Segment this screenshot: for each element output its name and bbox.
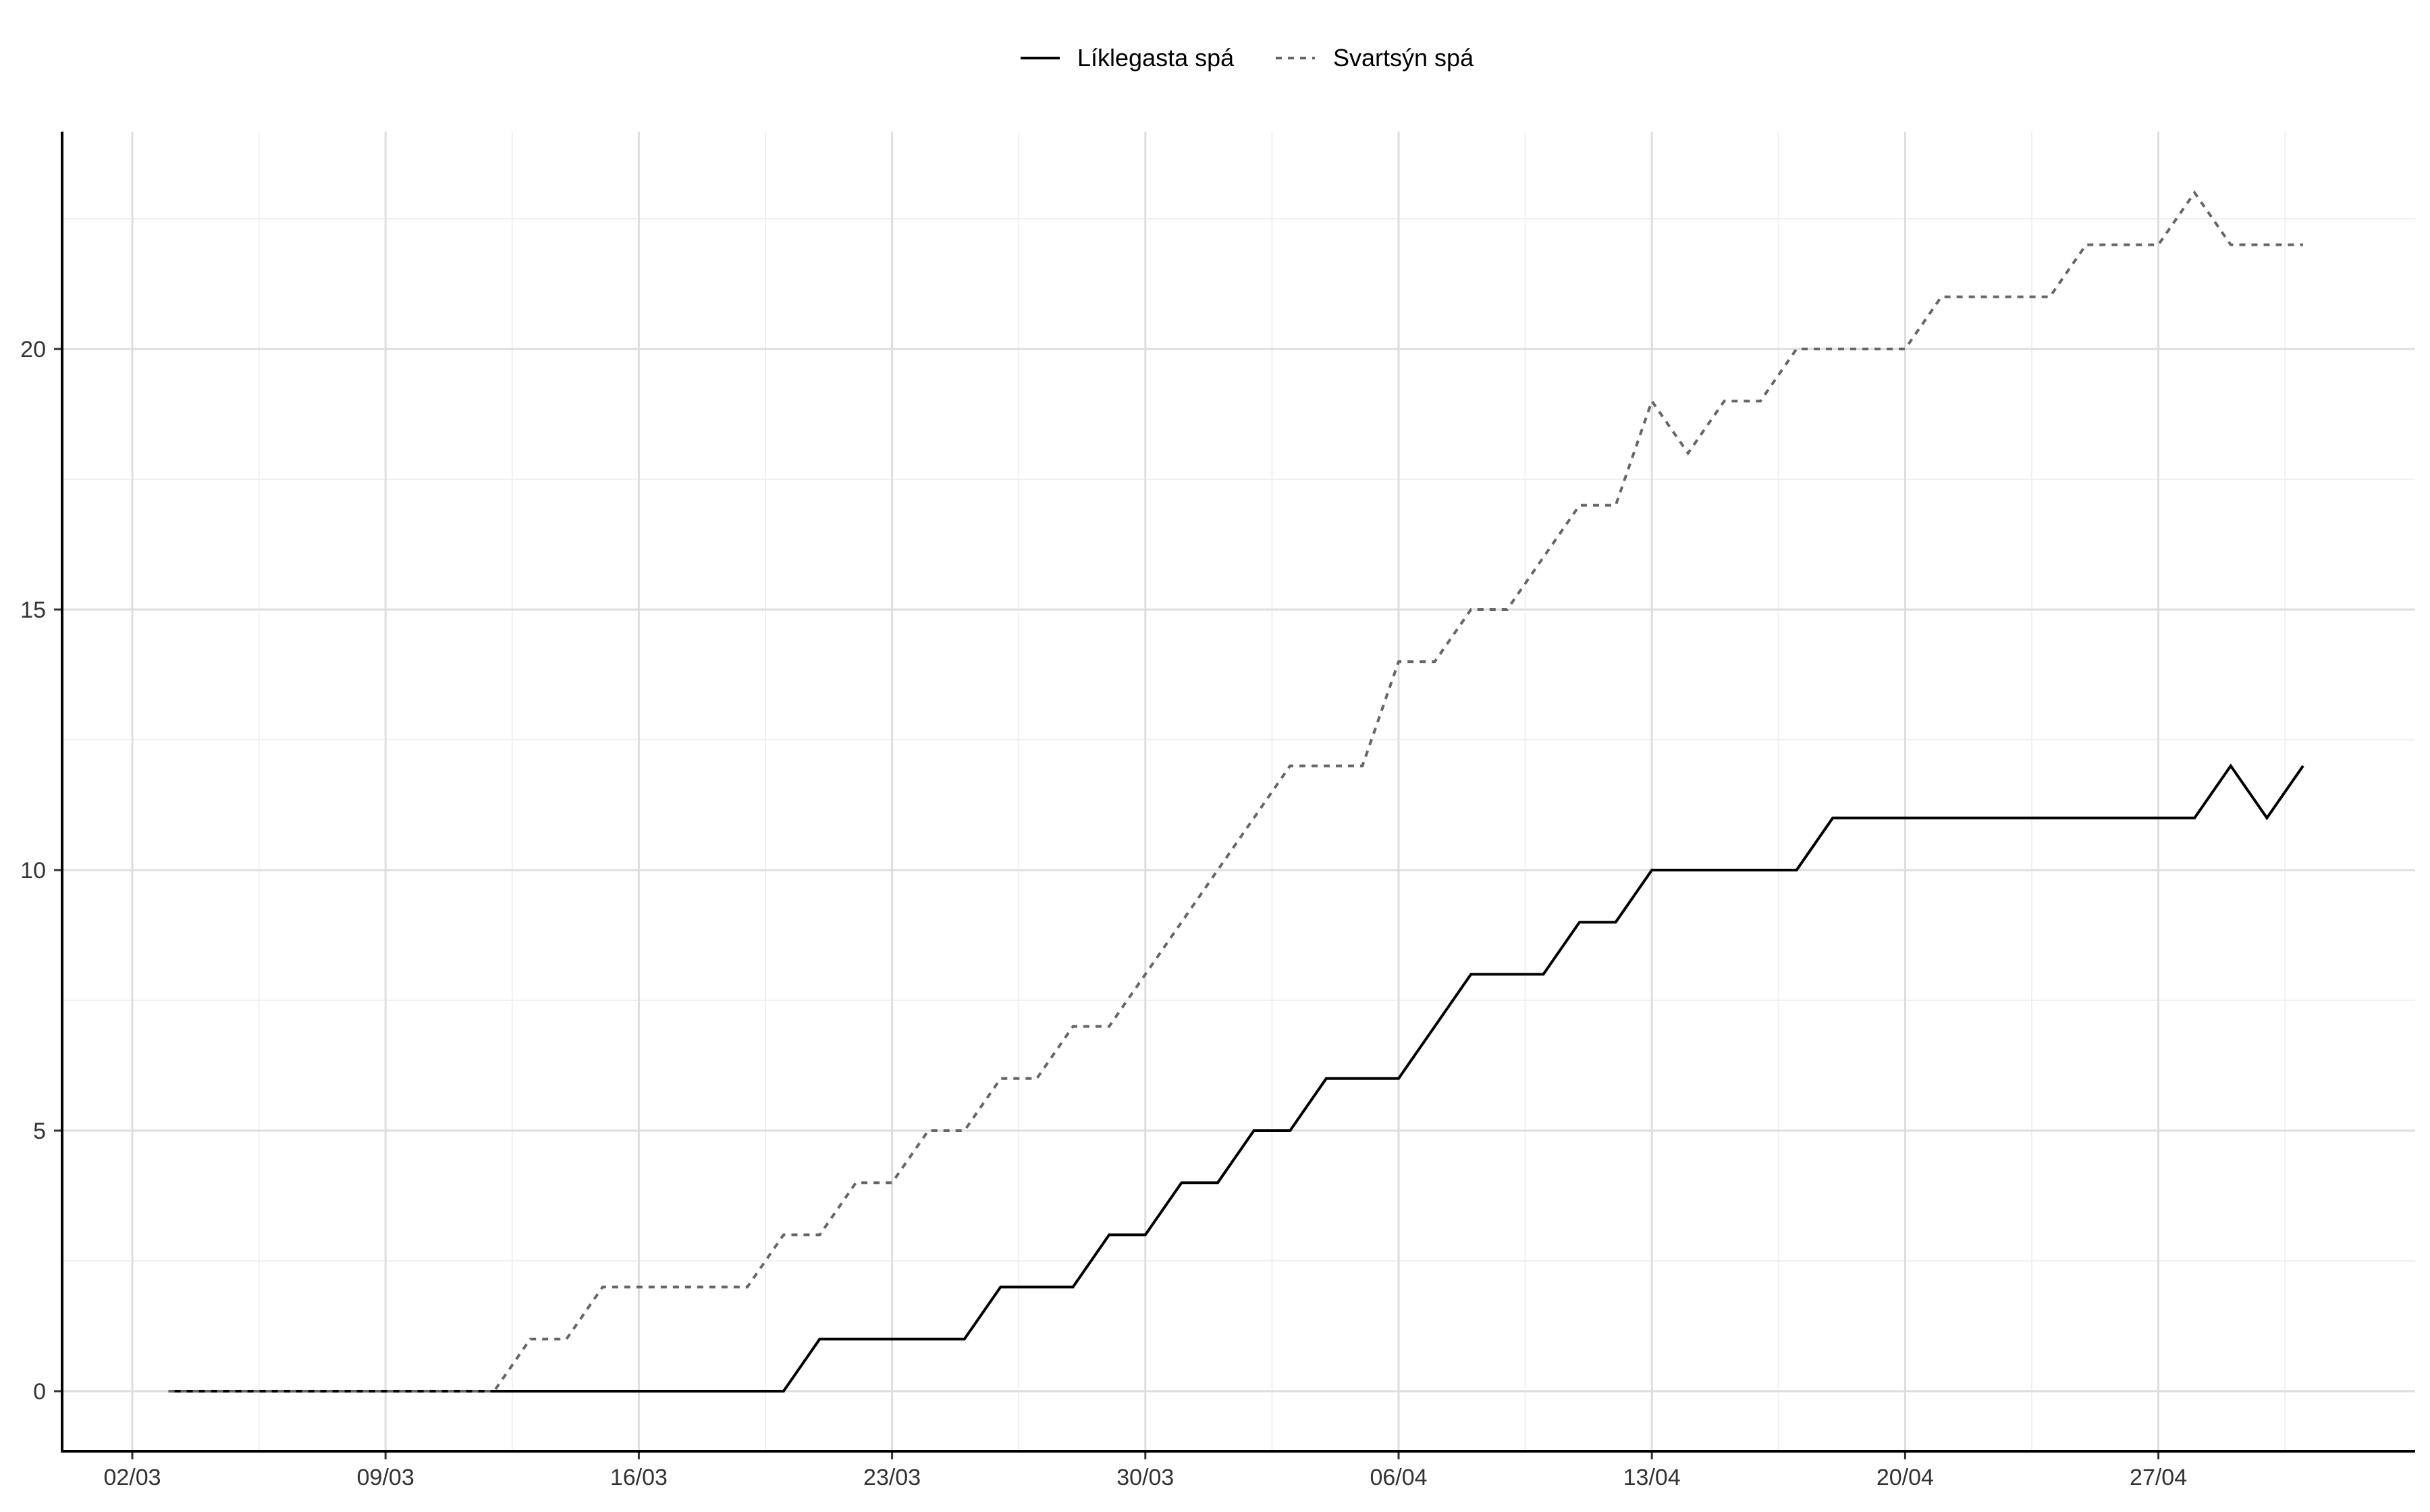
tick-labels: 02/03 09/03 16/03 23/03 30/03 06/04 13/04 20/04… [20, 337, 2187, 1490]
x-tick-label: 16/03 [610, 1465, 668, 1490]
y-tick-label: 5 [33, 1118, 46, 1144]
x-tick-label: 09/03 [357, 1465, 414, 1490]
series-line-pessimistic [168, 190, 2303, 1393]
legend-label-likely: Líklegasta spá [1077, 44, 1235, 72]
x-tick-label: 23/03 [863, 1465, 921, 1490]
series-line-likely [168, 763, 2304, 1393]
y-tick-label: 15 [20, 597, 46, 623]
x-tick-label: 13/04 [1623, 1465, 1681, 1490]
x-tick-label: 20/04 [1877, 1465, 1934, 1490]
series-layer [168, 190, 2304, 1393]
x-tick-label: 30/03 [1116, 1465, 1174, 1490]
x-tick-label: 27/04 [2130, 1465, 2187, 1490]
y-tick-label: 10 [20, 858, 46, 884]
x-tick-label: 02/03 [103, 1465, 161, 1490]
axes [54, 132, 2415, 1459]
y-tick-label: 20 [20, 337, 46, 362]
legend-label-pessimistic: Svartsýn spá [1333, 44, 1474, 72]
x-tick-label: 06/04 [1370, 1465, 1427, 1490]
legend: Líklegasta spá Svartsýn spá [1021, 44, 1474, 72]
y-tick-label: 0 [33, 1379, 46, 1405]
grid-minor [62, 132, 2415, 1451]
